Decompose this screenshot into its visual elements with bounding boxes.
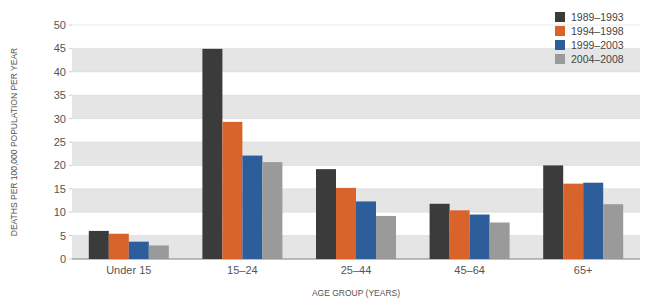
bar [336, 188, 356, 259]
chart-container: 0 5 10 15 20 25 30 35 40 45 50 DEATHS PER 100,000 P… [0, 0, 650, 306]
grid-line [72, 25, 640, 26]
bars [89, 49, 623, 259]
bar [603, 204, 623, 259]
y-tick [69, 165, 72, 166]
bar [450, 210, 470, 259]
bar [149, 245, 169, 259]
bar [563, 184, 583, 259]
x-axis: Under 15 15–24 25–44 45–64 65+ [106, 264, 592, 276]
legend-label: 1989–1993 [571, 11, 624, 23]
y-tick-label: 30 [54, 113, 66, 125]
y-tick [69, 118, 72, 119]
x-tick-label: 65+ [574, 264, 593, 276]
y-tick [69, 188, 72, 189]
y-tick [69, 235, 72, 236]
legend-swatch [555, 12, 565, 22]
y-tick [69, 142, 72, 143]
bar [490, 222, 510, 259]
grid-line [72, 142, 640, 143]
legend-label: 1999–2003 [571, 39, 624, 51]
grid-line [72, 48, 640, 49]
y-tick [69, 212, 72, 213]
bar [430, 204, 450, 259]
bar [470, 215, 490, 259]
x-tick-label: 15–24 [227, 264, 258, 276]
grid [72, 25, 640, 259]
bar [109, 234, 129, 259]
y-tick-label: 5 [60, 230, 66, 242]
bar [376, 216, 396, 259]
y-axis-label: DEATHS PER 100,000 POPULATION PER YEAR [9, 48, 19, 237]
y-tick [69, 259, 72, 260]
grid-line [72, 118, 640, 119]
legend-label: 1994–1998 [571, 25, 624, 37]
x-axis-label: AGE GROUP (YEARS) [312, 288, 400, 298]
y-tick [69, 95, 72, 96]
x-tick-label: 25–44 [341, 264, 372, 276]
y-axis: 0 5 10 15 20 25 30 35 40 45 50 [54, 19, 640, 265]
grid-band [72, 95, 640, 118]
y-tick-label: 40 [54, 66, 66, 78]
y-tick-label: 35 [54, 89, 66, 101]
bar [202, 49, 222, 259]
bar [356, 201, 376, 259]
y-tick-label: 45 [54, 42, 66, 54]
bar [262, 162, 282, 259]
y-tick [69, 71, 72, 72]
bar [89, 231, 109, 259]
bar [583, 183, 603, 259]
chart-svg: 0 5 10 15 20 25 30 35 40 45 50 DEATHS PER 100,000 P… [0, 0, 650, 306]
y-tick-label: 20 [54, 159, 66, 171]
y-tick-label: 10 [54, 206, 66, 218]
bar [242, 156, 262, 259]
y-tick-label: 15 [54, 183, 66, 195]
bar [222, 122, 242, 259]
legend-swatch [555, 40, 565, 50]
y-tick [69, 25, 72, 26]
grid-line [72, 71, 640, 72]
x-tick-label: Under 15 [106, 264, 151, 276]
bar [129, 242, 149, 259]
grid-line [72, 95, 640, 96]
grid-band [72, 48, 640, 71]
y-tick-label: 25 [54, 136, 66, 148]
x-tick-label: 45–64 [454, 264, 485, 276]
y-tick [69, 48, 72, 49]
y-tick-label: 50 [54, 19, 66, 31]
bar [316, 169, 336, 259]
legend-label: 2004–2008 [571, 53, 624, 65]
y-tick-label: 0 [60, 253, 66, 265]
legend: 1989–1993 1994–1998 1999–2003 2004–2008 [555, 11, 624, 65]
legend-swatch [555, 26, 565, 36]
legend-swatch [555, 54, 565, 64]
grid-band [72, 142, 640, 165]
bar [543, 165, 563, 259]
